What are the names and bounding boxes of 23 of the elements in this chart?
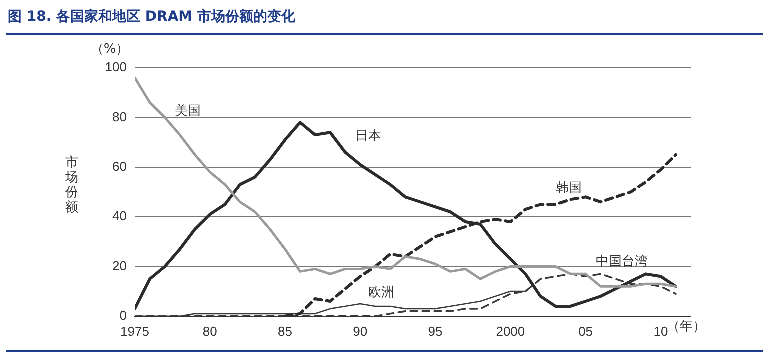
x-tick-label: 05 [578, 324, 594, 339]
y-tick-label: 0 [120, 308, 127, 323]
x-tick-label: 10 [654, 324, 668, 339]
x-tick-label: 1975 [120, 324, 150, 339]
x-tick-label: 80 [202, 324, 218, 339]
y-tick-label: 20 [112, 258, 127, 274]
series-label: 欧洲 [368, 285, 394, 300]
series-label: 韩国 [556, 180, 582, 196]
chart-title: 图 18. 各国家和地区 DRAM 市场份额的变化 [8, 8, 296, 26]
y-tick-label: 100 [105, 60, 127, 75]
y-axis-title: 市场份额 [64, 155, 78, 216]
x-tick-label: 95 [428, 324, 443, 339]
y-tick-label: 40 [112, 208, 127, 224]
series-label: 中国台湾 [596, 254, 648, 270]
x-tick-label: 90 [353, 324, 368, 339]
text: （%） [90, 42, 130, 57]
series-label: 日本 [355, 128, 382, 144]
y-tick-label: 60 [112, 158, 127, 174]
y-tick-label: 80 [112, 109, 127, 124]
x-tick-label: 85 [278, 324, 293, 339]
series-label: 美国 [175, 103, 202, 120]
text: （年） [667, 319, 706, 334]
x-tick-label: 2000 [496, 324, 526, 339]
